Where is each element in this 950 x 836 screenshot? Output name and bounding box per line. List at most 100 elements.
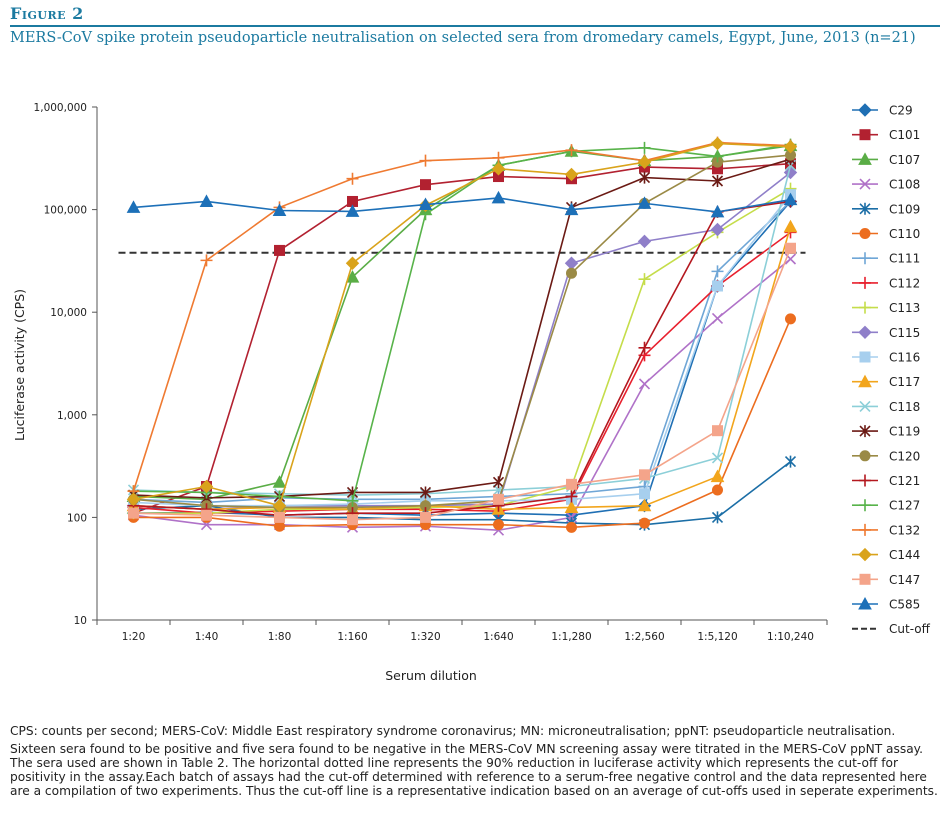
legend-item-cutoff: Cut-off bbox=[852, 622, 931, 636]
series-c119 bbox=[127, 153, 797, 504]
series-c112 bbox=[127, 226, 797, 520]
legend-swatch-marker bbox=[859, 351, 871, 363]
legend-item-c116: C116 bbox=[852, 351, 920, 365]
legend-item-c111: C111 bbox=[852, 252, 920, 266]
legend-item-c113: C113 bbox=[852, 301, 920, 315]
data-point-c117 bbox=[783, 219, 798, 233]
series-line-c112 bbox=[133, 231, 791, 514]
series-line-c119 bbox=[133, 158, 791, 499]
data-point-c101 bbox=[274, 244, 285, 256]
legend-swatch-marker bbox=[859, 228, 871, 239]
legend-item-c29: C29 bbox=[852, 103, 913, 118]
chart-axes: 10 100 1,000 10,000 100,000 1,000,000 1:20 1:40… bbox=[34, 102, 828, 643]
data-point-c107 bbox=[272, 475, 287, 488]
x-tick-label: 1:2,560 bbox=[624, 631, 664, 643]
data-point-c119 bbox=[711, 175, 724, 187]
y-axis-label: Luciferase activity (CPS) bbox=[12, 289, 27, 441]
data-point-c113 bbox=[638, 273, 651, 286]
series-c118 bbox=[127, 159, 797, 501]
legend-swatch-marker bbox=[859, 499, 871, 512]
data-point-c109 bbox=[711, 511, 724, 524]
data-point-c147 bbox=[785, 242, 796, 254]
data-point-c127 bbox=[346, 494, 359, 507]
data-point-c144 bbox=[710, 136, 725, 151]
legend-swatch-marker bbox=[859, 425, 871, 438]
series-line-c144 bbox=[133, 142, 791, 507]
legend-item-c107: C107 bbox=[852, 152, 920, 167]
legend-label: C118 bbox=[889, 400, 920, 414]
series-line-c585 bbox=[133, 197, 791, 213]
legend-label: C111 bbox=[889, 252, 920, 266]
legend-swatch-marker bbox=[858, 596, 872, 610]
data-point-c115 bbox=[710, 222, 725, 237]
data-point-c147 bbox=[347, 514, 358, 526]
data-point-c107 bbox=[345, 270, 360, 283]
legend-swatch-marker bbox=[858, 152, 872, 165]
legend-swatch-marker bbox=[859, 178, 871, 190]
legend-item-c101: C101 bbox=[852, 128, 920, 142]
x-tick-label: 1:5,120 bbox=[697, 631, 737, 643]
legend-label: C116 bbox=[889, 351, 920, 365]
data-point-c585 bbox=[345, 204, 360, 217]
data-point-c144 bbox=[345, 256, 360, 270]
data-point-c585 bbox=[710, 204, 725, 218]
legend-label: C101 bbox=[889, 128, 920, 142]
data-point-c127 bbox=[638, 141, 651, 154]
x-tick-label: 1:640 bbox=[483, 631, 513, 643]
data-point-c147 bbox=[274, 511, 285, 523]
legend-label: C144 bbox=[889, 548, 920, 562]
legend-label: C108 bbox=[889, 178, 920, 192]
data-point-c585 bbox=[783, 192, 798, 206]
legend-label: Cut-off bbox=[889, 622, 931, 636]
figure-label: Figure 2 bbox=[10, 4, 84, 23]
data-point-c127 bbox=[711, 150, 724, 163]
y-tick-label: 1,000,000 bbox=[34, 102, 87, 114]
data-point-c147 bbox=[566, 478, 577, 490]
x-tick-label: 1:1,280 bbox=[551, 631, 591, 643]
y-tick-label: 100 bbox=[67, 512, 87, 524]
data-point-c109 bbox=[784, 455, 797, 468]
data-point-c144 bbox=[126, 492, 141, 507]
legend-item-c120: C120 bbox=[852, 449, 920, 463]
series-line-c116 bbox=[133, 194, 792, 507]
series-line-c113 bbox=[133, 187, 791, 514]
chart-legend: C29 C101 C107 C108 C109 C110 C111 C112 C113 C115 C… bbox=[852, 103, 931, 636]
data-point-c144 bbox=[199, 479, 214, 494]
data-point-c116 bbox=[639, 488, 650, 500]
legend-item-c132: C132 bbox=[852, 523, 920, 537]
series-line-c108 bbox=[133, 258, 792, 532]
legend-label: C117 bbox=[889, 375, 920, 389]
data-point-c147 bbox=[128, 507, 139, 519]
x-tick-label: 1:40 bbox=[195, 631, 219, 643]
data-point-c117 bbox=[710, 469, 725, 483]
x-axis-label: Serum dilution bbox=[385, 668, 477, 683]
y-tick-label: 1,000 bbox=[57, 410, 87, 422]
series-c144 bbox=[126, 136, 798, 513]
x-tick-label: 1:320 bbox=[410, 631, 440, 643]
neutralisation-chart: 10 100 1,000 10,000 100,000 1,000,000 1:20 1:40… bbox=[12, 102, 931, 683]
data-point-c585 bbox=[126, 200, 141, 213]
legend-item-c115: C115 bbox=[852, 325, 920, 340]
data-point-c132 bbox=[346, 172, 359, 185]
abbreviations-note: CPS: counts per second; MERS-CoV: Middle… bbox=[10, 724, 896, 738]
x-tick-label: 1:80 bbox=[268, 631, 292, 643]
series-line-c120 bbox=[133, 154, 791, 509]
legend-label: C29 bbox=[889, 104, 913, 118]
legend-swatch-marker bbox=[859, 202, 871, 215]
data-point-c132 bbox=[565, 144, 578, 157]
legend-swatch-marker bbox=[859, 523, 871, 536]
legend-swatch-marker bbox=[858, 103, 872, 117]
series-c107 bbox=[126, 138, 798, 505]
legend-item-c121: C121 bbox=[852, 474, 920, 488]
legend-label: C147 bbox=[889, 573, 920, 587]
data-point-c147 bbox=[201, 509, 212, 521]
data-point-c144 bbox=[637, 155, 652, 169]
data-point-c119 bbox=[638, 171, 651, 184]
data-point-c118 bbox=[711, 452, 724, 464]
data-point-c132 bbox=[200, 254, 213, 267]
legend-item-c585: C585 bbox=[852, 596, 920, 612]
data-point-c108 bbox=[638, 378, 651, 390]
data-point-c147 bbox=[639, 469, 650, 481]
legend-item-c108: C108 bbox=[852, 178, 920, 192]
data-point-c116 bbox=[712, 280, 723, 292]
